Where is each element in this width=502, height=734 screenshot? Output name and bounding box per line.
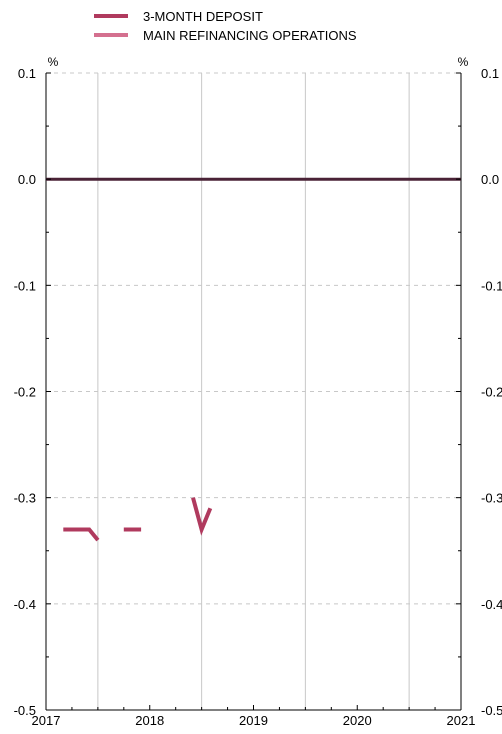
right-y-tick-label: -0.3 bbox=[481, 491, 502, 506]
x-tick-label: 2020 bbox=[343, 713, 372, 728]
legend-label: 3-MONTH DEPOSIT bbox=[143, 9, 263, 24]
series-layer bbox=[46, 177, 461, 542]
left-y-tick-label: 0.1 bbox=[18, 66, 36, 81]
right-y-tick-label: 0.1 bbox=[481, 66, 499, 81]
right-y-tick-label: -0.5 bbox=[481, 703, 502, 718]
series-line-deposit bbox=[63, 527, 100, 542]
left-y-tick-label: -0.4 bbox=[14, 597, 36, 612]
left-y-tick-label: -0.1 bbox=[14, 278, 36, 293]
x-tick-label: 2018 bbox=[135, 713, 164, 728]
right-y-tick-label: 0.0 bbox=[481, 172, 499, 187]
x-tick-label: 2019 bbox=[239, 713, 268, 728]
right-y-tick-label: -0.1 bbox=[481, 278, 502, 293]
right-y-tick-label: -0.2 bbox=[481, 385, 502, 400]
left-y-tick-label: -0.5 bbox=[14, 703, 36, 718]
left-unit-label: % bbox=[48, 55, 59, 69]
axes: 0.1 0.1 0.0 0.0 -0.1 -0.1 -0.2 -0.2 -0.3 -0.3 -0.4… bbox=[14, 55, 502, 728]
left-y-tick-label: -0.3 bbox=[14, 491, 36, 506]
left-y-tick-label: 0.0 bbox=[18, 172, 36, 187]
grid bbox=[46, 72, 461, 710]
left-y-tick-label: -0.2 bbox=[14, 385, 36, 400]
legend-label: MAIN REFINANCING OPERATIONS bbox=[143, 28, 357, 43]
right-unit-label: % bbox=[458, 55, 469, 69]
legend: 3-MONTH DEPOSIT MAIN REFINANCING OPERATIO… bbox=[94, 9, 357, 43]
series-line-deposit bbox=[191, 497, 213, 536]
x-tick-label: 2021 bbox=[447, 713, 476, 728]
right-y-tick-label: -0.4 bbox=[481, 597, 502, 612]
x-tick-label: 2017 bbox=[32, 713, 61, 728]
